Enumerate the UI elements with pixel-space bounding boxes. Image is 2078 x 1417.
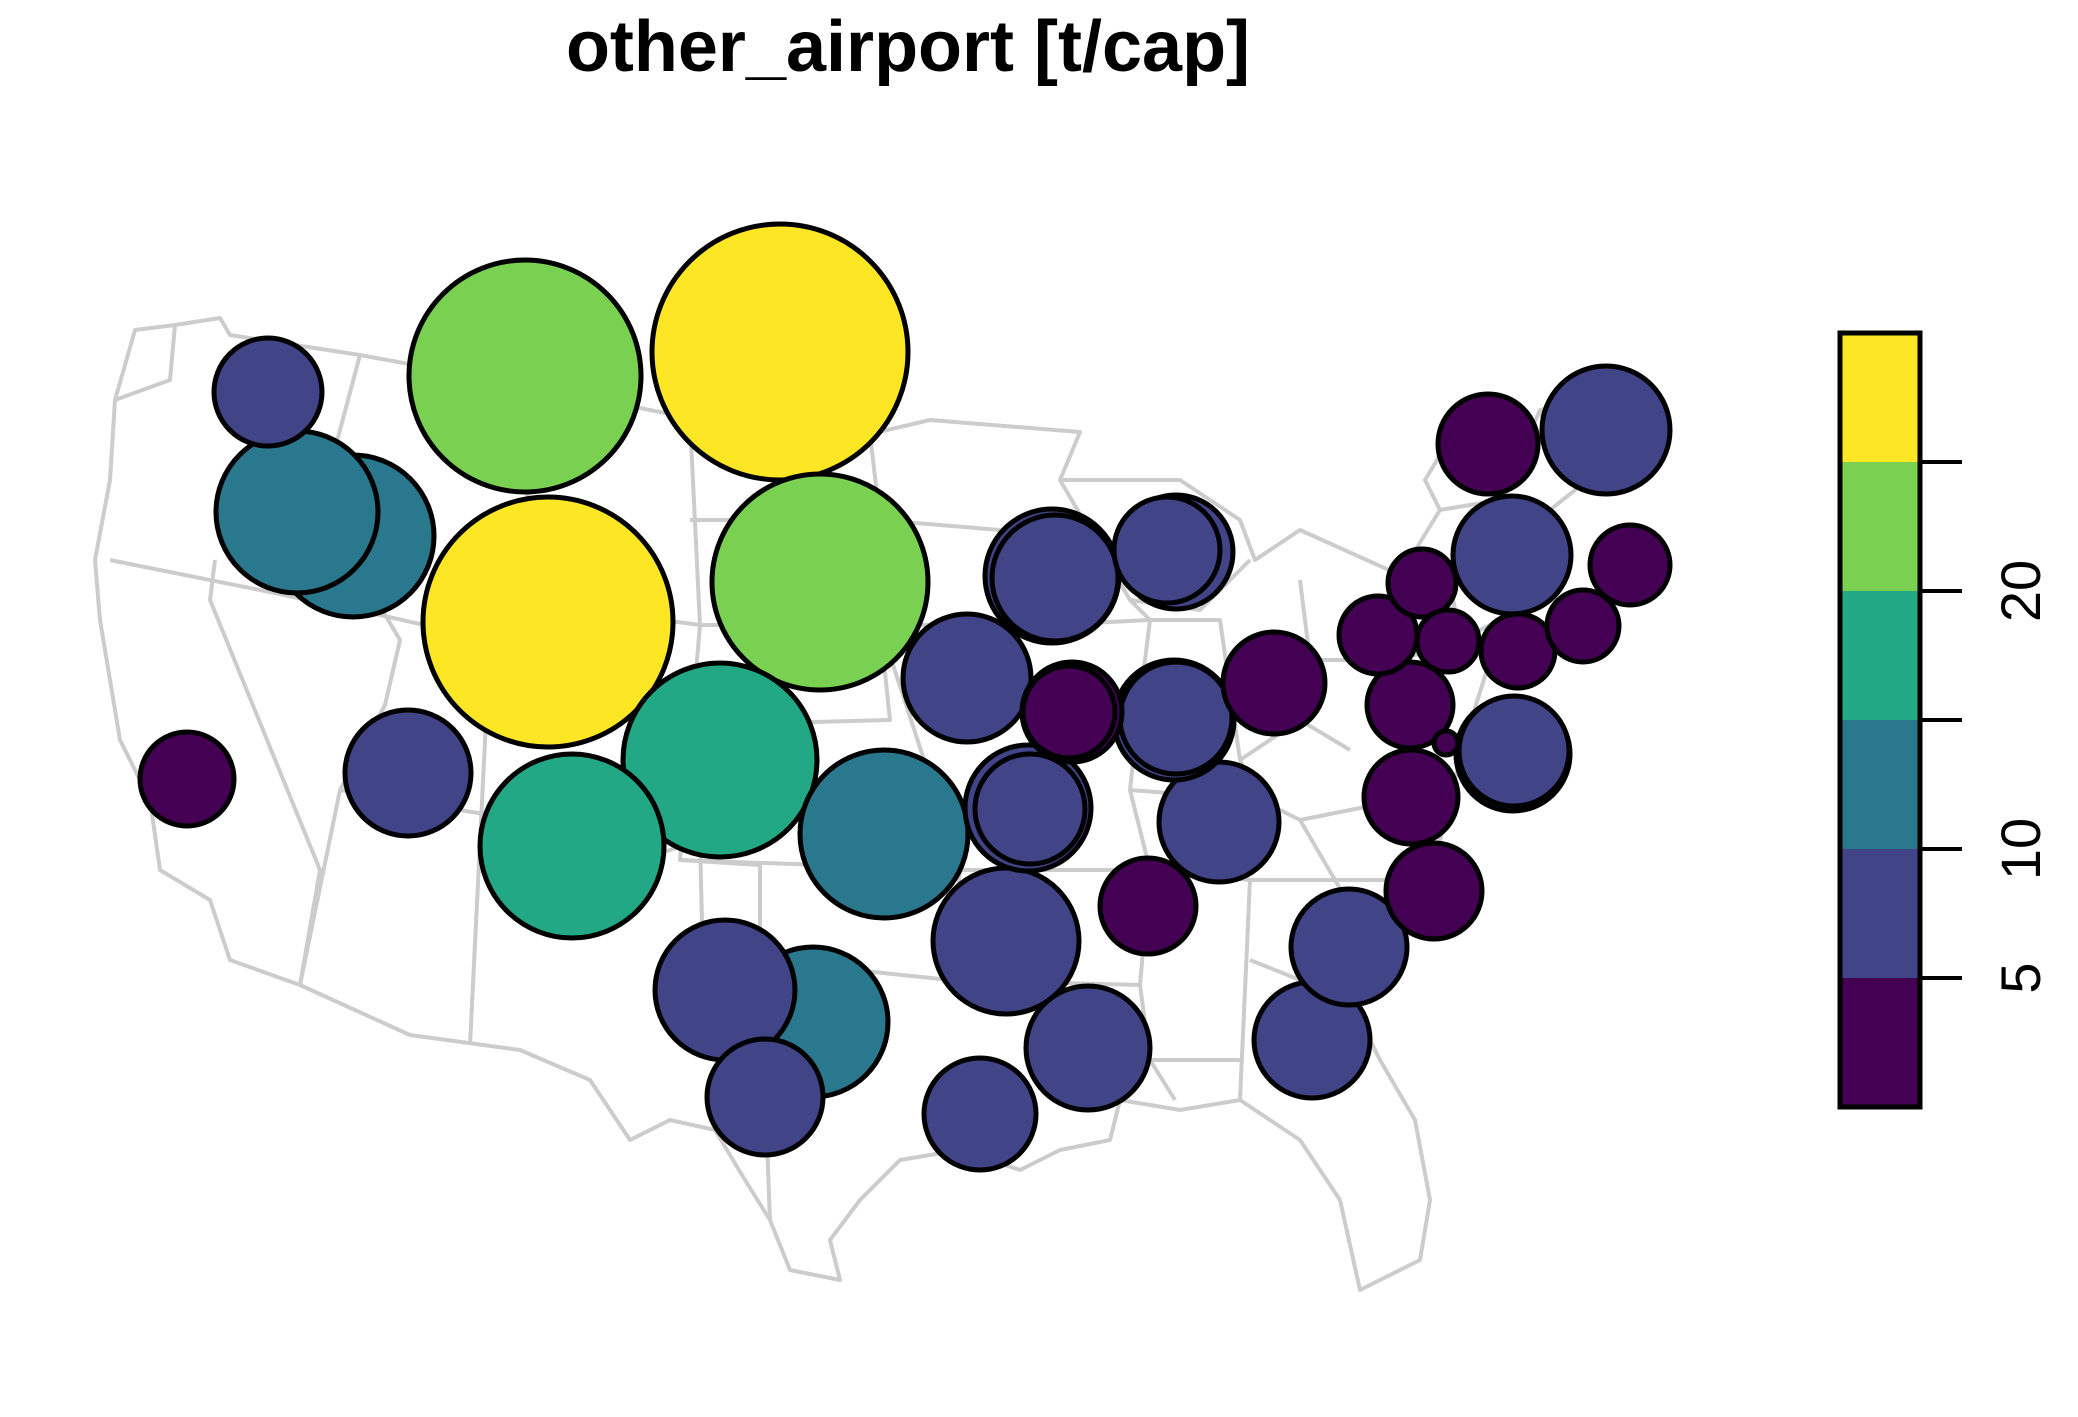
bubble-45 — [1544, 587, 1622, 665]
bubble-21 — [1450, 493, 1574, 617]
bubble-32 — [1111, 494, 1223, 606]
bubble-46 — [1385, 546, 1459, 620]
bubble-27 — [1117, 659, 1235, 777]
legend-swatch-3 — [1840, 591, 1920, 720]
bubble-38 — [1361, 747, 1461, 847]
bubble-47 — [1414, 607, 1482, 675]
bubble-30 — [1456, 693, 1572, 809]
bubble-0 — [649, 221, 911, 483]
bubble-34 — [1435, 391, 1541, 497]
legend-swatch-4 — [1840, 462, 1920, 591]
bubble-4 — [620, 660, 820, 860]
color-legend — [1837, 330, 1962, 1110]
bubble-17 — [342, 707, 474, 839]
bubble-2 — [406, 257, 644, 495]
bubble-28 — [921, 1055, 1039, 1173]
bubble-40 — [1020, 663, 1118, 761]
bubble-3 — [709, 471, 931, 693]
bubble-31 — [211, 335, 325, 449]
bubble-18 — [1023, 983, 1153, 1113]
bubble-14 — [1539, 363, 1673, 497]
bubble-15 — [989, 512, 1121, 644]
bubble-41 — [1364, 659, 1456, 751]
map-title: other_airport [t/cap] — [565, 7, 1251, 87]
legend-swatch-2 — [1840, 720, 1920, 849]
bubble-29 — [972, 751, 1088, 867]
bubble-23 — [704, 1036, 826, 1158]
legend-tick-label-1: 10 — [1989, 818, 2052, 880]
legend-swatch-5 — [1840, 333, 1920, 462]
bubble-8 — [213, 428, 381, 596]
bubble-6 — [797, 747, 971, 921]
bubble-13 — [900, 611, 1034, 745]
bubble-37 — [1383, 840, 1485, 942]
legend-tick-labels: 5 10 20 — [1989, 560, 2052, 994]
legend-swatch-1 — [1840, 849, 1920, 978]
bubble-42 — [1587, 522, 1673, 608]
bubble-24 — [1288, 886, 1410, 1008]
legend-tick-label-0: 5 — [1989, 962, 2052, 993]
bubble-39 — [137, 729, 237, 829]
bubble-44 — [1478, 611, 1558, 691]
proportional-symbols — [137, 221, 1673, 1173]
bubble-1 — [420, 494, 676, 750]
bubble-5 — [477, 751, 667, 941]
bubble-48 — [1431, 728, 1461, 758]
bubble-36 — [1097, 855, 1199, 957]
legend-tick-label-2: 20 — [1989, 560, 2052, 622]
bubble-33 — [1220, 629, 1328, 737]
legend-swatch-0 — [1840, 978, 1920, 1107]
